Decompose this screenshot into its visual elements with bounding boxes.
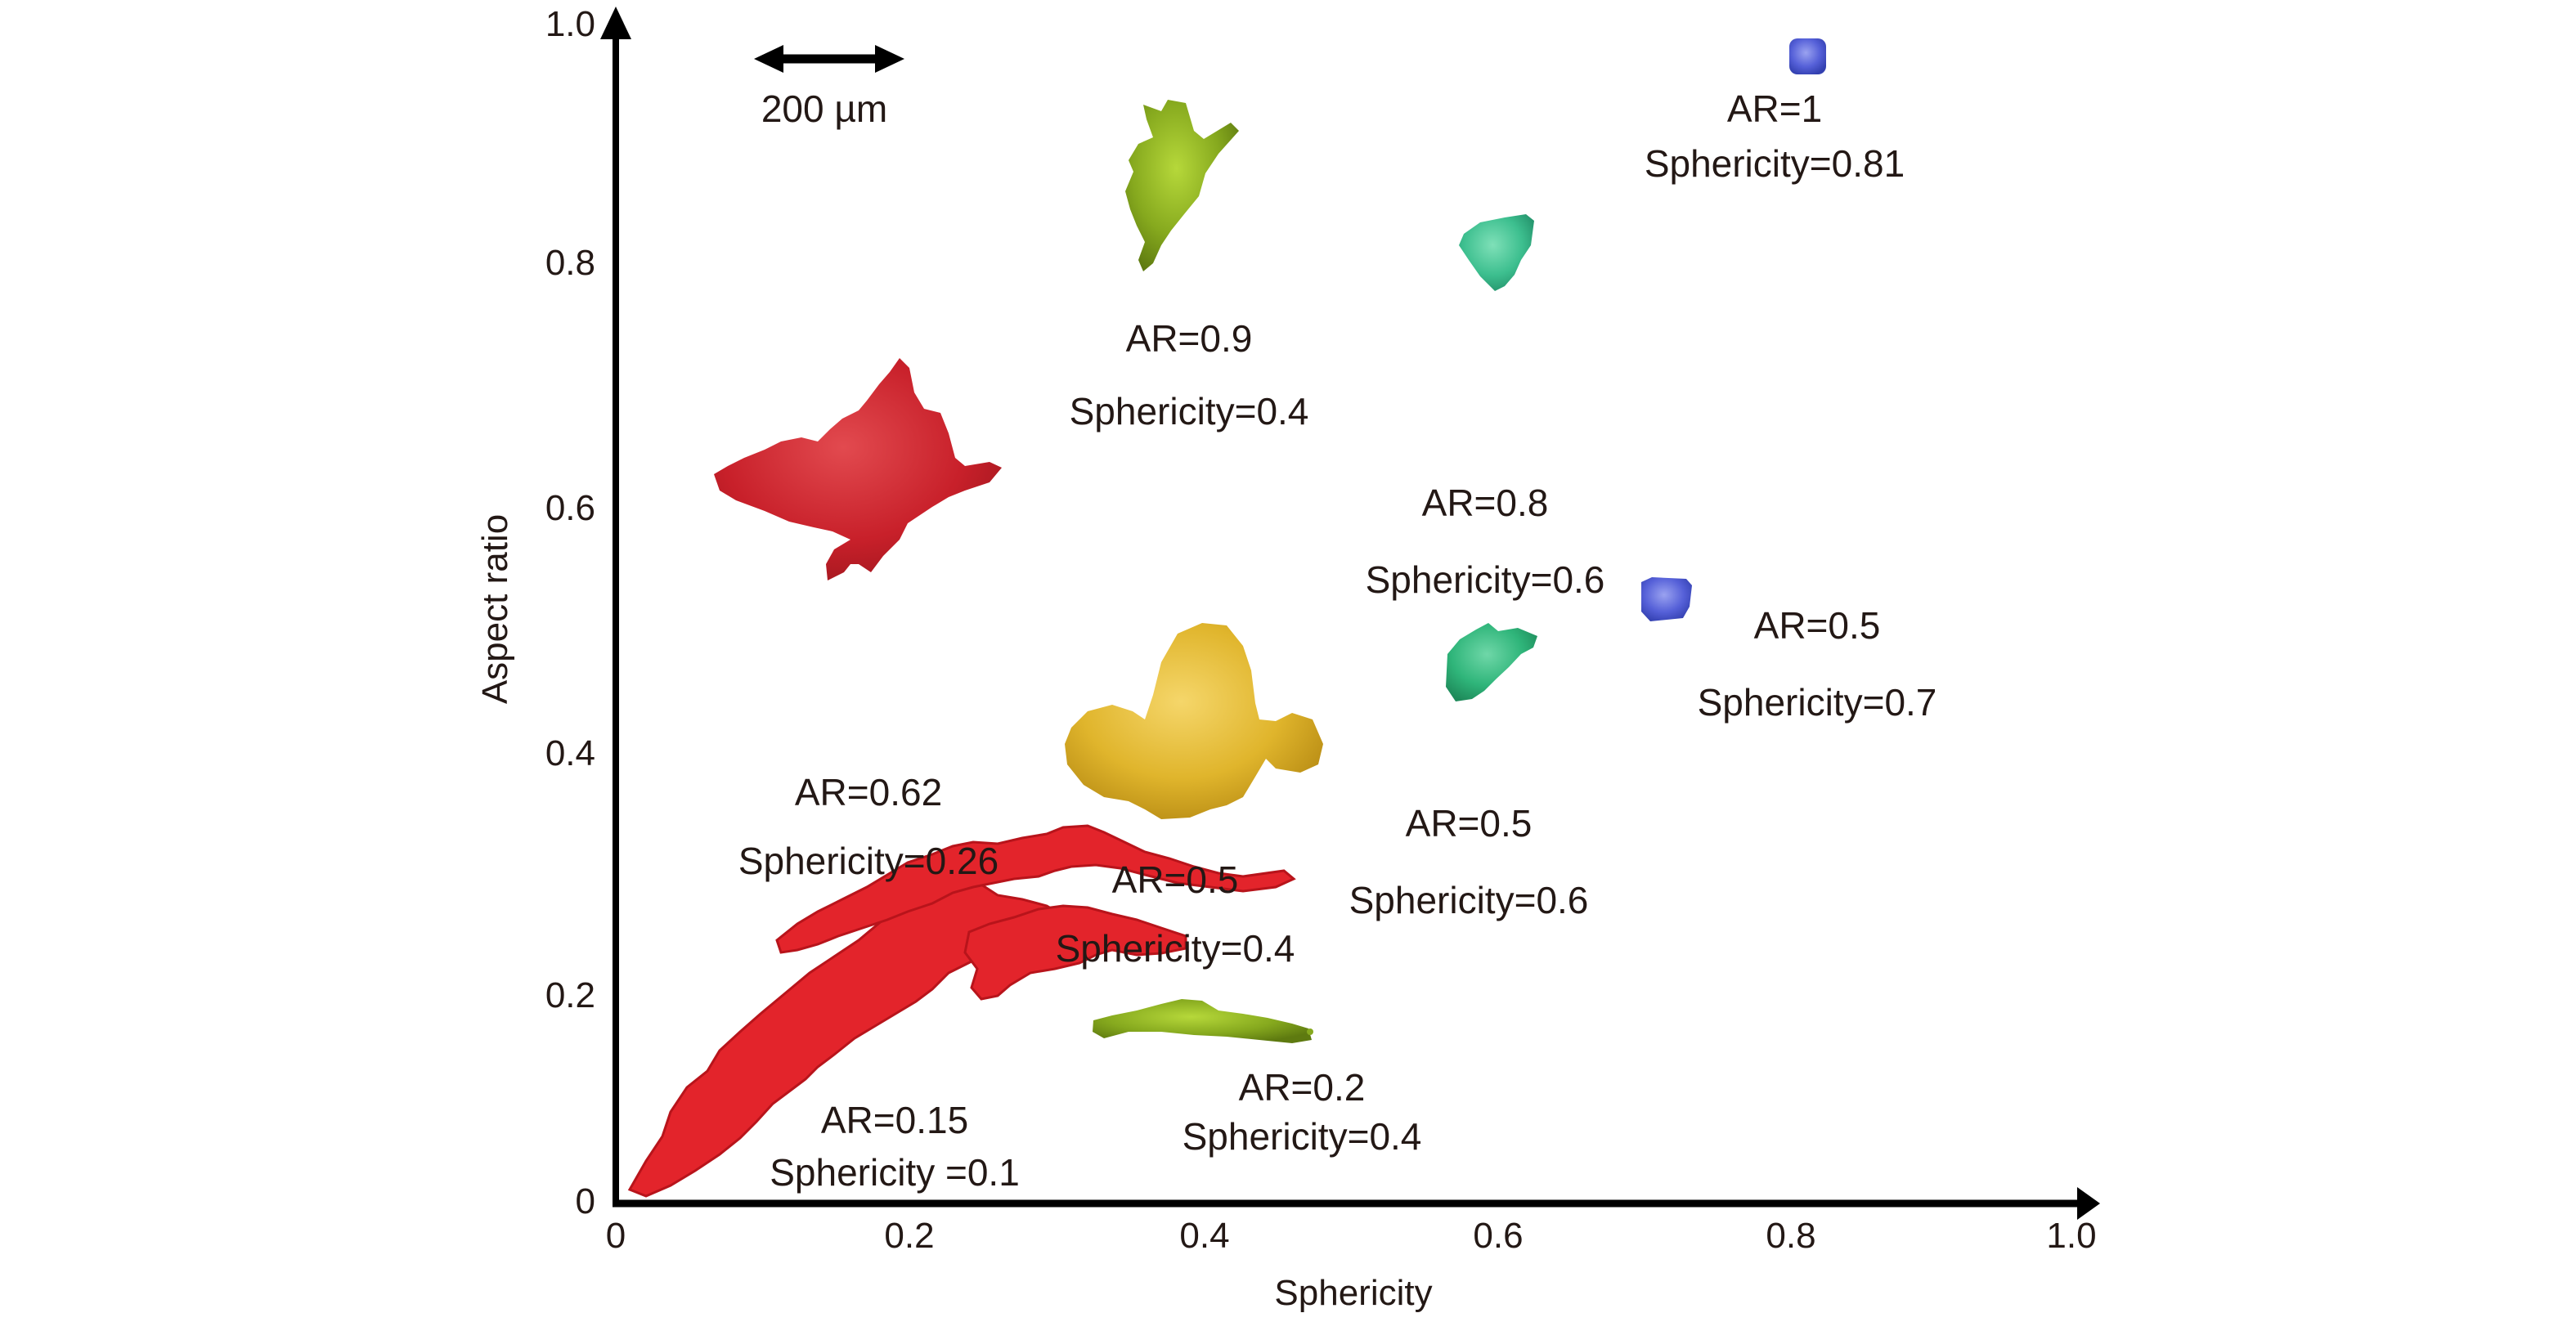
annotation-sphericity: Sphericity=0.7: [1697, 681, 1937, 724]
annotation-ar: AR=0.5: [1111, 858, 1239, 901]
particle-ar05-sph07: [1641, 577, 1692, 621]
annotation-sphericity: Sphericity =0.1: [770, 1151, 1020, 1194]
annotation-sphericity: Sphericity=0.81: [1644, 142, 1905, 185]
particle-ar02-sph04: [1093, 999, 1312, 1043]
x-tick-label: 0.2: [884, 1216, 935, 1256]
annotation-ar: AR=0.15: [820, 1099, 969, 1141]
y-tick-label: 0.2: [545, 975, 595, 1015]
annotation-ar: AR=1: [1726, 87, 1823, 130]
y-tick-label: 0: [575, 1181, 595, 1221]
y-tick-label: 0.6: [545, 488, 595, 528]
x-tick-label: 1.0: [2046, 1216, 2097, 1256]
x-tick-label: 0: [605, 1216, 626, 1256]
particle-ar1-sph081: [1789, 38, 1826, 74]
scale-bar-label: 200 µm: [761, 87, 888, 130]
particle-ar062-sph026: [714, 358, 1002, 580]
annotation-sphericity: Sphericity=0.26: [738, 840, 999, 882]
particle-ar05-sph04: [1065, 623, 1323, 819]
annotation-ar: AR=0.8: [1421, 482, 1549, 524]
x-tick-label: 0.6: [1473, 1216, 1524, 1256]
particle-ar05-sph06: [1446, 623, 1537, 701]
x-tick-label: 0.8: [1766, 1216, 1816, 1256]
y-tick-label: 1.0: [545, 4, 595, 44]
annotation-sphericity: Sphericity=0.6: [1349, 879, 1589, 921]
y-tick-label: 0.8: [545, 243, 595, 283]
annotation-ar: AR=0.5: [1405, 802, 1533, 845]
x-axis-title: Sphericity: [1274, 1273, 1433, 1313]
annotation-sphericity: Sphericity=0.4: [1069, 390, 1309, 432]
annotation-ar: AR=0.5: [1753, 604, 1881, 647]
y-axis-arrow-icon: [600, 7, 631, 39]
x-axis-arrow-icon: [2077, 1187, 2100, 1220]
particle-ar015-sph01: [627, 824, 1296, 1198]
annotation-ar: AR=0.2: [1238, 1066, 1366, 1109]
annotation-sphericity: Sphericity=0.4: [1182, 1115, 1422, 1158]
x-tick-label: 0.4: [1179, 1216, 1230, 1256]
y-tick-label: 0.4: [545, 733, 595, 773]
annotation-sphericity: Sphericity=0.4: [1055, 927, 1295, 970]
particle-ar09-sph04: [1125, 100, 1239, 271]
particle-ar08-sph06: [1459, 214, 1534, 291]
annotation-ar: AR=0.62: [794, 771, 943, 813]
annotation-sphericity: Sphericity=0.6: [1365, 558, 1605, 601]
scale-bar-arrow-icon: [754, 45, 904, 73]
annotation-ar: AR=0.9: [1125, 317, 1253, 360]
